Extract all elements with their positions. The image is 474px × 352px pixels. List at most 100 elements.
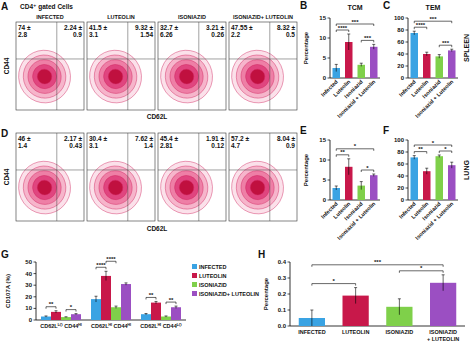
contour	[164, 165, 208, 210]
quadrant-value: 0.9	[73, 31, 82, 38]
quadrant-value: 2.24 ±	[64, 24, 82, 31]
error-cap	[442, 274, 445, 275]
plot-frame	[158, 22, 226, 110]
y-tick-label: 40	[397, 51, 404, 57]
y-tick	[34, 273, 37, 274]
contour	[171, 61, 203, 93]
y-tick	[406, 54, 409, 55]
contour	[22, 54, 66, 99]
panel-letter: F	[383, 125, 389, 136]
legend-swatch	[192, 291, 197, 296]
error-cap	[450, 49, 453, 50]
quadrant-line	[229, 169, 297, 170]
plot-frame	[87, 133, 155, 221]
plot-frame	[158, 133, 226, 221]
bar	[121, 284, 131, 320]
error-cap	[347, 34, 350, 35]
quadrant-value: 0.43	[69, 142, 82, 149]
error-cap	[335, 64, 338, 65]
contour	[16, 159, 73, 216]
y-tick-label: 0	[401, 75, 405, 81]
error-line	[176, 306, 177, 308]
marks	[411, 31, 456, 78]
x-axis-label: CD62L	[147, 113, 168, 120]
y-tick-label: 0.1	[278, 307, 287, 313]
plot-frame	[229, 22, 297, 110]
contour	[22, 165, 66, 210]
plot-title: INFECTED	[36, 14, 64, 20]
y-axis	[408, 140, 409, 200]
error-cap	[165, 315, 168, 316]
error-bar	[450, 162, 453, 168]
error-line	[373, 44, 374, 49]
figure: ACD4⁺ gated CellsCD44CD62LINFECTED74 ±2.…	[0, 0, 474, 352]
significance-label: ***	[429, 16, 437, 22]
significance-label: ***	[374, 259, 382, 265]
significance-label: ***	[442, 40, 450, 46]
contour	[100, 172, 132, 204]
bar	[370, 47, 378, 78]
contour	[242, 61, 274, 93]
error-cap	[125, 282, 128, 283]
error-cap	[450, 162, 453, 163]
x-tick-label: ISONIAZID+ LUTEOLIN	[427, 329, 459, 342]
error-cap	[425, 52, 428, 53]
plot-title: ISONIAZID	[178, 14, 206, 20]
error-cap	[372, 174, 375, 175]
error-bar	[65, 316, 68, 318]
contour	[106, 67, 125, 87]
bar	[370, 175, 378, 200]
significance-label: *	[444, 146, 447, 152]
flow-plot	[81, 133, 155, 222]
title: TEM	[426, 4, 441, 11]
error-cap	[310, 310, 313, 311]
error-cap	[155, 301, 158, 302]
y-tick-label: 5	[323, 177, 327, 183]
plot-frame	[87, 22, 155, 110]
error-bar	[145, 314, 148, 315]
quadrant-line	[56, 22, 57, 110]
y-tick	[406, 30, 409, 31]
error-line	[56, 311, 57, 313]
error-bar	[105, 271, 108, 280]
significance-label: *	[70, 304, 73, 310]
quadrant-line	[56, 133, 57, 221]
error-line	[451, 49, 452, 51]
contour	[29, 172, 61, 204]
bar	[448, 165, 456, 200]
bar	[436, 156, 444, 200]
contour	[152, 153, 221, 223]
error-bar	[175, 306, 178, 308]
error-line	[399, 299, 400, 315]
y-tick	[406, 176, 409, 177]
y-tick-label: 10	[319, 35, 326, 41]
quadrant-value: 1.4	[144, 142, 153, 149]
marks	[333, 34, 378, 78]
error-line	[373, 174, 374, 176]
bar	[51, 312, 61, 320]
error-line	[126, 283, 127, 285]
flow-plot	[223, 22, 297, 111]
quadrant-value: 2.2	[231, 31, 240, 38]
significance-label: *	[432, 140, 435, 146]
quadrant-line	[158, 169, 226, 170]
annotation: SPLEEN	[463, 34, 470, 62]
error-bar	[413, 156, 416, 160]
error-cap	[335, 186, 338, 187]
quadrant-line	[269, 133, 270, 221]
y-tick-label: 30	[25, 282, 32, 288]
error-line	[426, 52, 427, 56]
error-line	[336, 186, 337, 190]
plot-title: LUTEOLIN	[107, 14, 135, 20]
error-bar	[55, 311, 58, 313]
error-line	[361, 63, 362, 66]
error-cap	[65, 316, 68, 317]
error-line	[414, 31, 415, 35]
y-tick	[34, 285, 37, 286]
quadrant-value: 7.62 ±	[135, 135, 153, 142]
error-cap	[347, 158, 350, 159]
contour	[235, 54, 279, 99]
quadrant-value: 47.55 ±	[231, 24, 253, 31]
bar	[411, 157, 419, 200]
bar	[161, 317, 171, 320]
